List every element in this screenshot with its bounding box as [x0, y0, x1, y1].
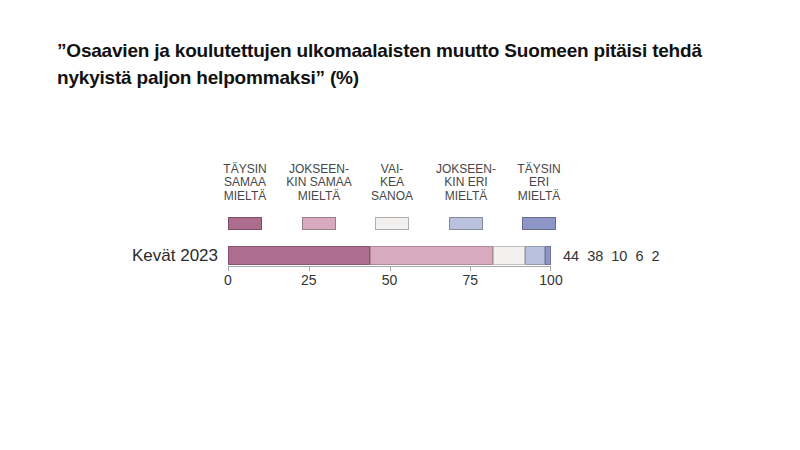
x-axis-tick-label: 100: [539, 272, 562, 288]
x-axis-tick: [470, 266, 471, 271]
value-label-jokseenkin-eri: 6: [635, 247, 643, 266]
bar-segment-vaikea-sanoa: [493, 246, 525, 265]
chart-title-line2: nykyistä paljon helpommaksi” (%): [57, 64, 702, 91]
legend-label-line: SAMAA: [207, 176, 283, 189]
x-axis-tick: [550, 266, 551, 271]
value-label-taysin-samaa: 44: [563, 247, 579, 266]
x-axis-tick-label: 25: [301, 272, 317, 288]
x-axis-labels: 0 25 50 75 100: [228, 272, 551, 288]
legend-label: TÄYSIN SAMAA MIELTÄ: [207, 163, 283, 203]
bar-segment-taysin-samaa: [228, 246, 370, 265]
x-axis-tick-label: 50: [382, 272, 398, 288]
legend-label-line: MIELTÄ: [281, 190, 357, 203]
stacked-bar-kevat-2023: [228, 246, 551, 265]
chart-title: ”Osaavien ja koulutettujen ulkomaalaiste…: [57, 37, 702, 91]
legend-label-line: MIELTÄ: [501, 190, 577, 203]
legend-label: JOKSEEN- KIN ERI MIELTÄ: [428, 163, 504, 203]
value-label-taysin-eri: 2: [652, 247, 660, 266]
x-axis-ticks: [228, 266, 551, 271]
legend-swatch-jokseenkin-eri: [449, 217, 483, 230]
legend-label: VAI- KEA SANOA: [354, 163, 430, 203]
chart-canvas: ”Osaavien ja koulutettujen ulkomaalaiste…: [0, 0, 800, 450]
x-axis-tick-label: 75: [462, 272, 478, 288]
legend-label-line: KIN ERI: [428, 176, 504, 189]
bar-value-labels: 44 38 10 6 2: [563, 247, 660, 266]
legend-item-jokseenkin-samaa-mielta: JOKSEEN- KIN SAMAA MIELTÄ: [281, 163, 357, 230]
legend-item-taysin-samaa-mielta: TÄYSIN SAMAA MIELTÄ: [207, 163, 283, 230]
value-label-vaikea-sanoa: 10: [611, 247, 627, 266]
category-label-kevat-2023: Kevät 2023: [58, 247, 218, 265]
legend-item-jokseenkin-eri-mielta: JOKSEEN- KIN ERI MIELTÄ: [428, 163, 504, 230]
x-axis-tick-label: 0: [224, 272, 232, 288]
legend-label-line: SANOA: [354, 190, 430, 203]
legend-label-line: TÄYSIN: [207, 163, 283, 176]
legend-label-line: KEA: [354, 176, 430, 189]
legend-label-line: JOKSEEN-: [281, 163, 357, 176]
value-label-jokseenkin-samaa: 38: [587, 247, 603, 266]
legend-item-vaikea-sanoa: VAI- KEA SANOA: [354, 163, 430, 230]
legend-label-line: MIELTÄ: [428, 190, 504, 203]
bar-segment-jokseenkin-eri: [525, 246, 544, 265]
legend-label-line: TÄYSIN: [501, 163, 577, 176]
x-axis-tick: [390, 266, 391, 271]
legend-label-line: ERI: [501, 176, 577, 189]
legend-label: TÄYSIN ERI MIELTÄ: [501, 163, 577, 203]
legend-swatch-vaikea-sanoa: [375, 217, 409, 230]
legend-item-taysin-eri-mielta: TÄYSIN ERI MIELTÄ: [501, 163, 577, 230]
legend-label-line: KIN SAMAA: [281, 176, 357, 189]
x-axis-tick: [309, 266, 310, 271]
legend-swatch-taysin-eri: [522, 217, 556, 230]
bar-segment-taysin-eri: [545, 246, 551, 265]
x-axis-tick: [228, 266, 229, 271]
legend-label-line: MIELTÄ: [207, 190, 283, 203]
bar-segment-jokseenkin-samaa: [370, 246, 493, 265]
legend-label-line: VAI-: [354, 163, 430, 176]
legend-swatch-taysin-samaa: [228, 217, 262, 230]
legend-label-line: JOKSEEN-: [428, 163, 504, 176]
legend-label: JOKSEEN- KIN SAMAA MIELTÄ: [281, 163, 357, 203]
chart-title-line1: ”Osaavien ja koulutettujen ulkomaalaiste…: [57, 37, 702, 64]
legend-swatch-jokseenkin-samaa: [302, 217, 336, 230]
